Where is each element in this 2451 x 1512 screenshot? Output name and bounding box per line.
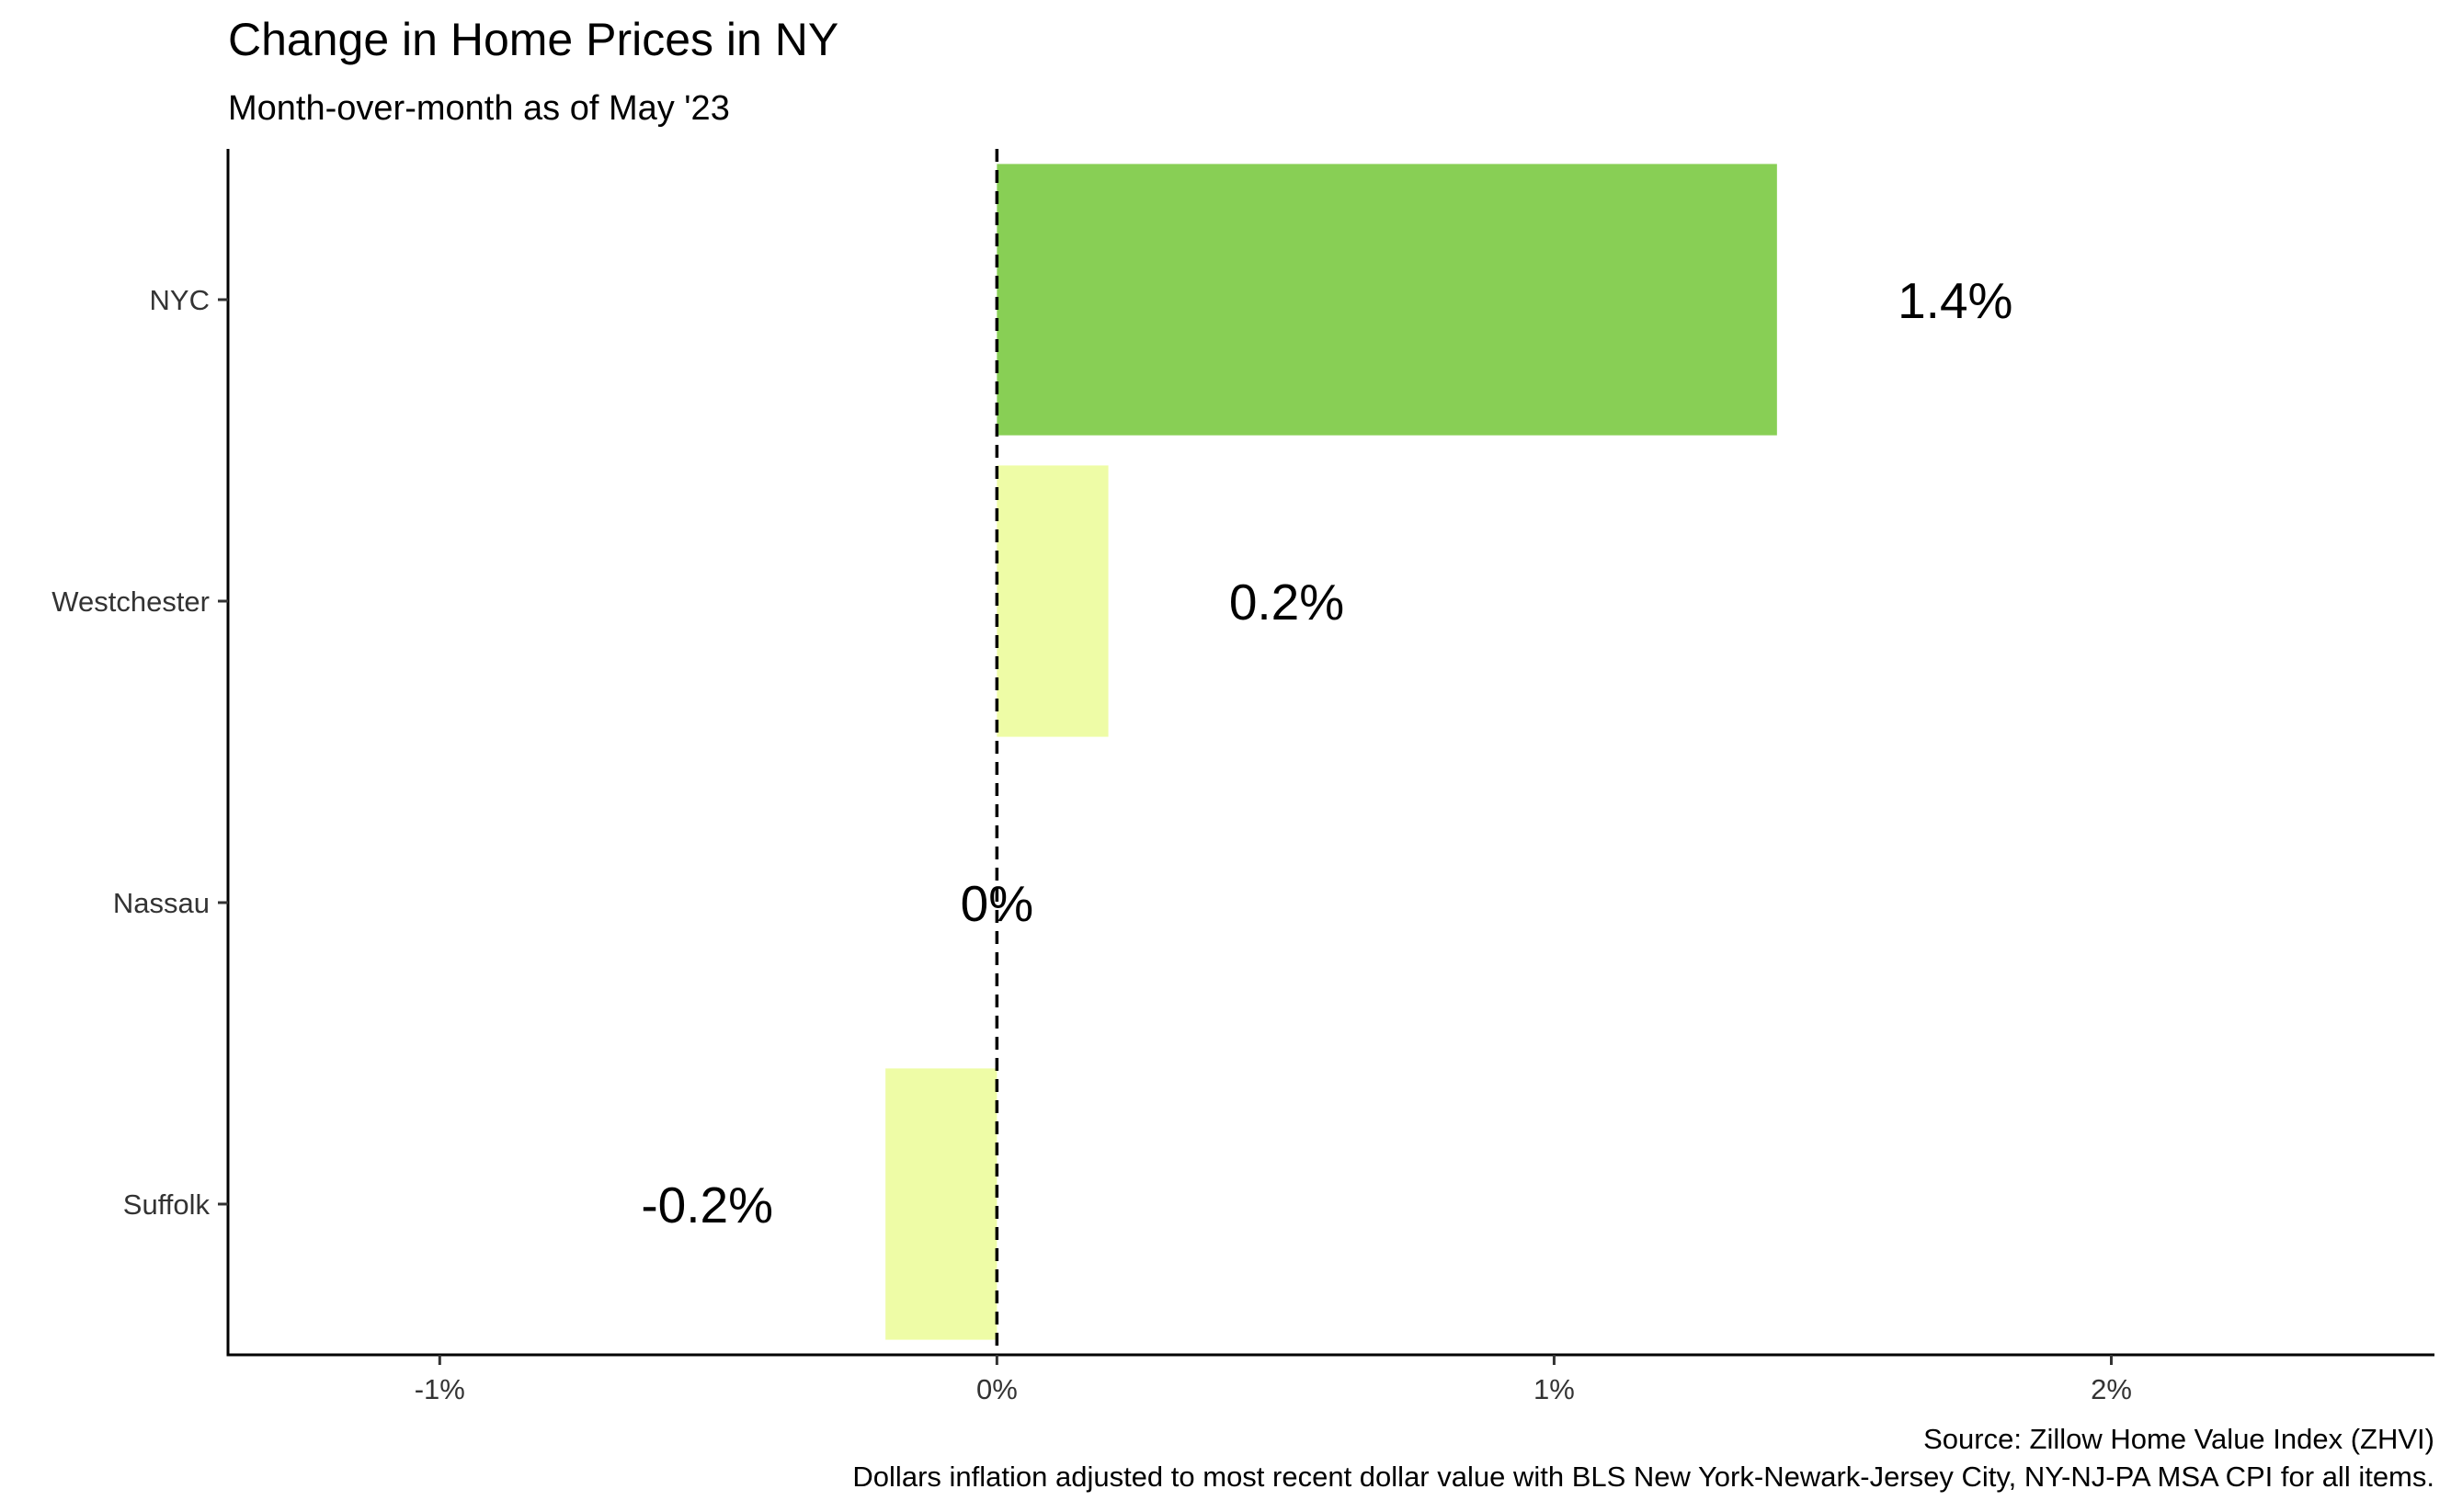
x-tick-label: 1%: [1533, 1373, 1575, 1405]
y-tick-label-westchester: Westchester: [51, 585, 210, 618]
y-tick-label-nyc: NYC: [150, 284, 210, 316]
chart-title: Change in Home Prices in NY: [228, 14, 838, 65]
bar-nyc: [997, 164, 1777, 436]
caption-source: Source: Zillow Home Value Index (ZHVI): [1923, 1423, 2434, 1455]
x-tick-label: 2%: [2091, 1373, 2132, 1405]
x-tick-label: -1%: [415, 1373, 465, 1405]
x-tick-label: 0%: [976, 1373, 1018, 1405]
labels-layer: 1.4% 0.2% 0% -0.2%: [641, 272, 2012, 1233]
y-tick-label-nassau: Nassau: [113, 887, 210, 919]
bar-westchester: [997, 465, 1109, 737]
data-label-nyc: 1.4%: [1898, 272, 2012, 329]
data-label-westchester: 0.2%: [1229, 574, 1344, 631]
data-label-suffolk: -0.2%: [641, 1177, 773, 1233]
bars-layer: [885, 164, 1777, 1340]
data-label-nassau: 0%: [961, 875, 1034, 932]
bar-suffolk: [885, 1068, 998, 1340]
caption-note: Dollars inflation adjusted to most recen…: [852, 1461, 2434, 1493]
chart-subtitle: Month-over-month as of May '23: [228, 89, 730, 128]
y-tick-label-suffolk: Suffolk: [123, 1188, 211, 1221]
axes-layer: NYC Westchester Nassau Suffolk -1% 0% 1% 2%: [51, 149, 2434, 1405]
